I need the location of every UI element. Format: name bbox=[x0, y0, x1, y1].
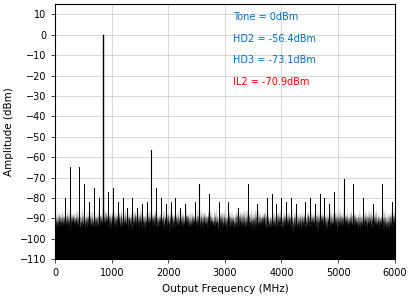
Text: Tone = 0dBm: Tone = 0dBm bbox=[233, 12, 299, 22]
Text: HD2 = -56.4dBm: HD2 = -56.4dBm bbox=[233, 33, 316, 44]
Text: IL2 = -70.9dBm: IL2 = -70.9dBm bbox=[233, 77, 310, 87]
X-axis label: Output Frequency (MHz): Output Frequency (MHz) bbox=[162, 284, 288, 294]
Text: HD3 = -73.1dBm: HD3 = -73.1dBm bbox=[233, 55, 316, 65]
Y-axis label: Amplitude (dBm): Amplitude (dBm) bbox=[4, 87, 14, 176]
